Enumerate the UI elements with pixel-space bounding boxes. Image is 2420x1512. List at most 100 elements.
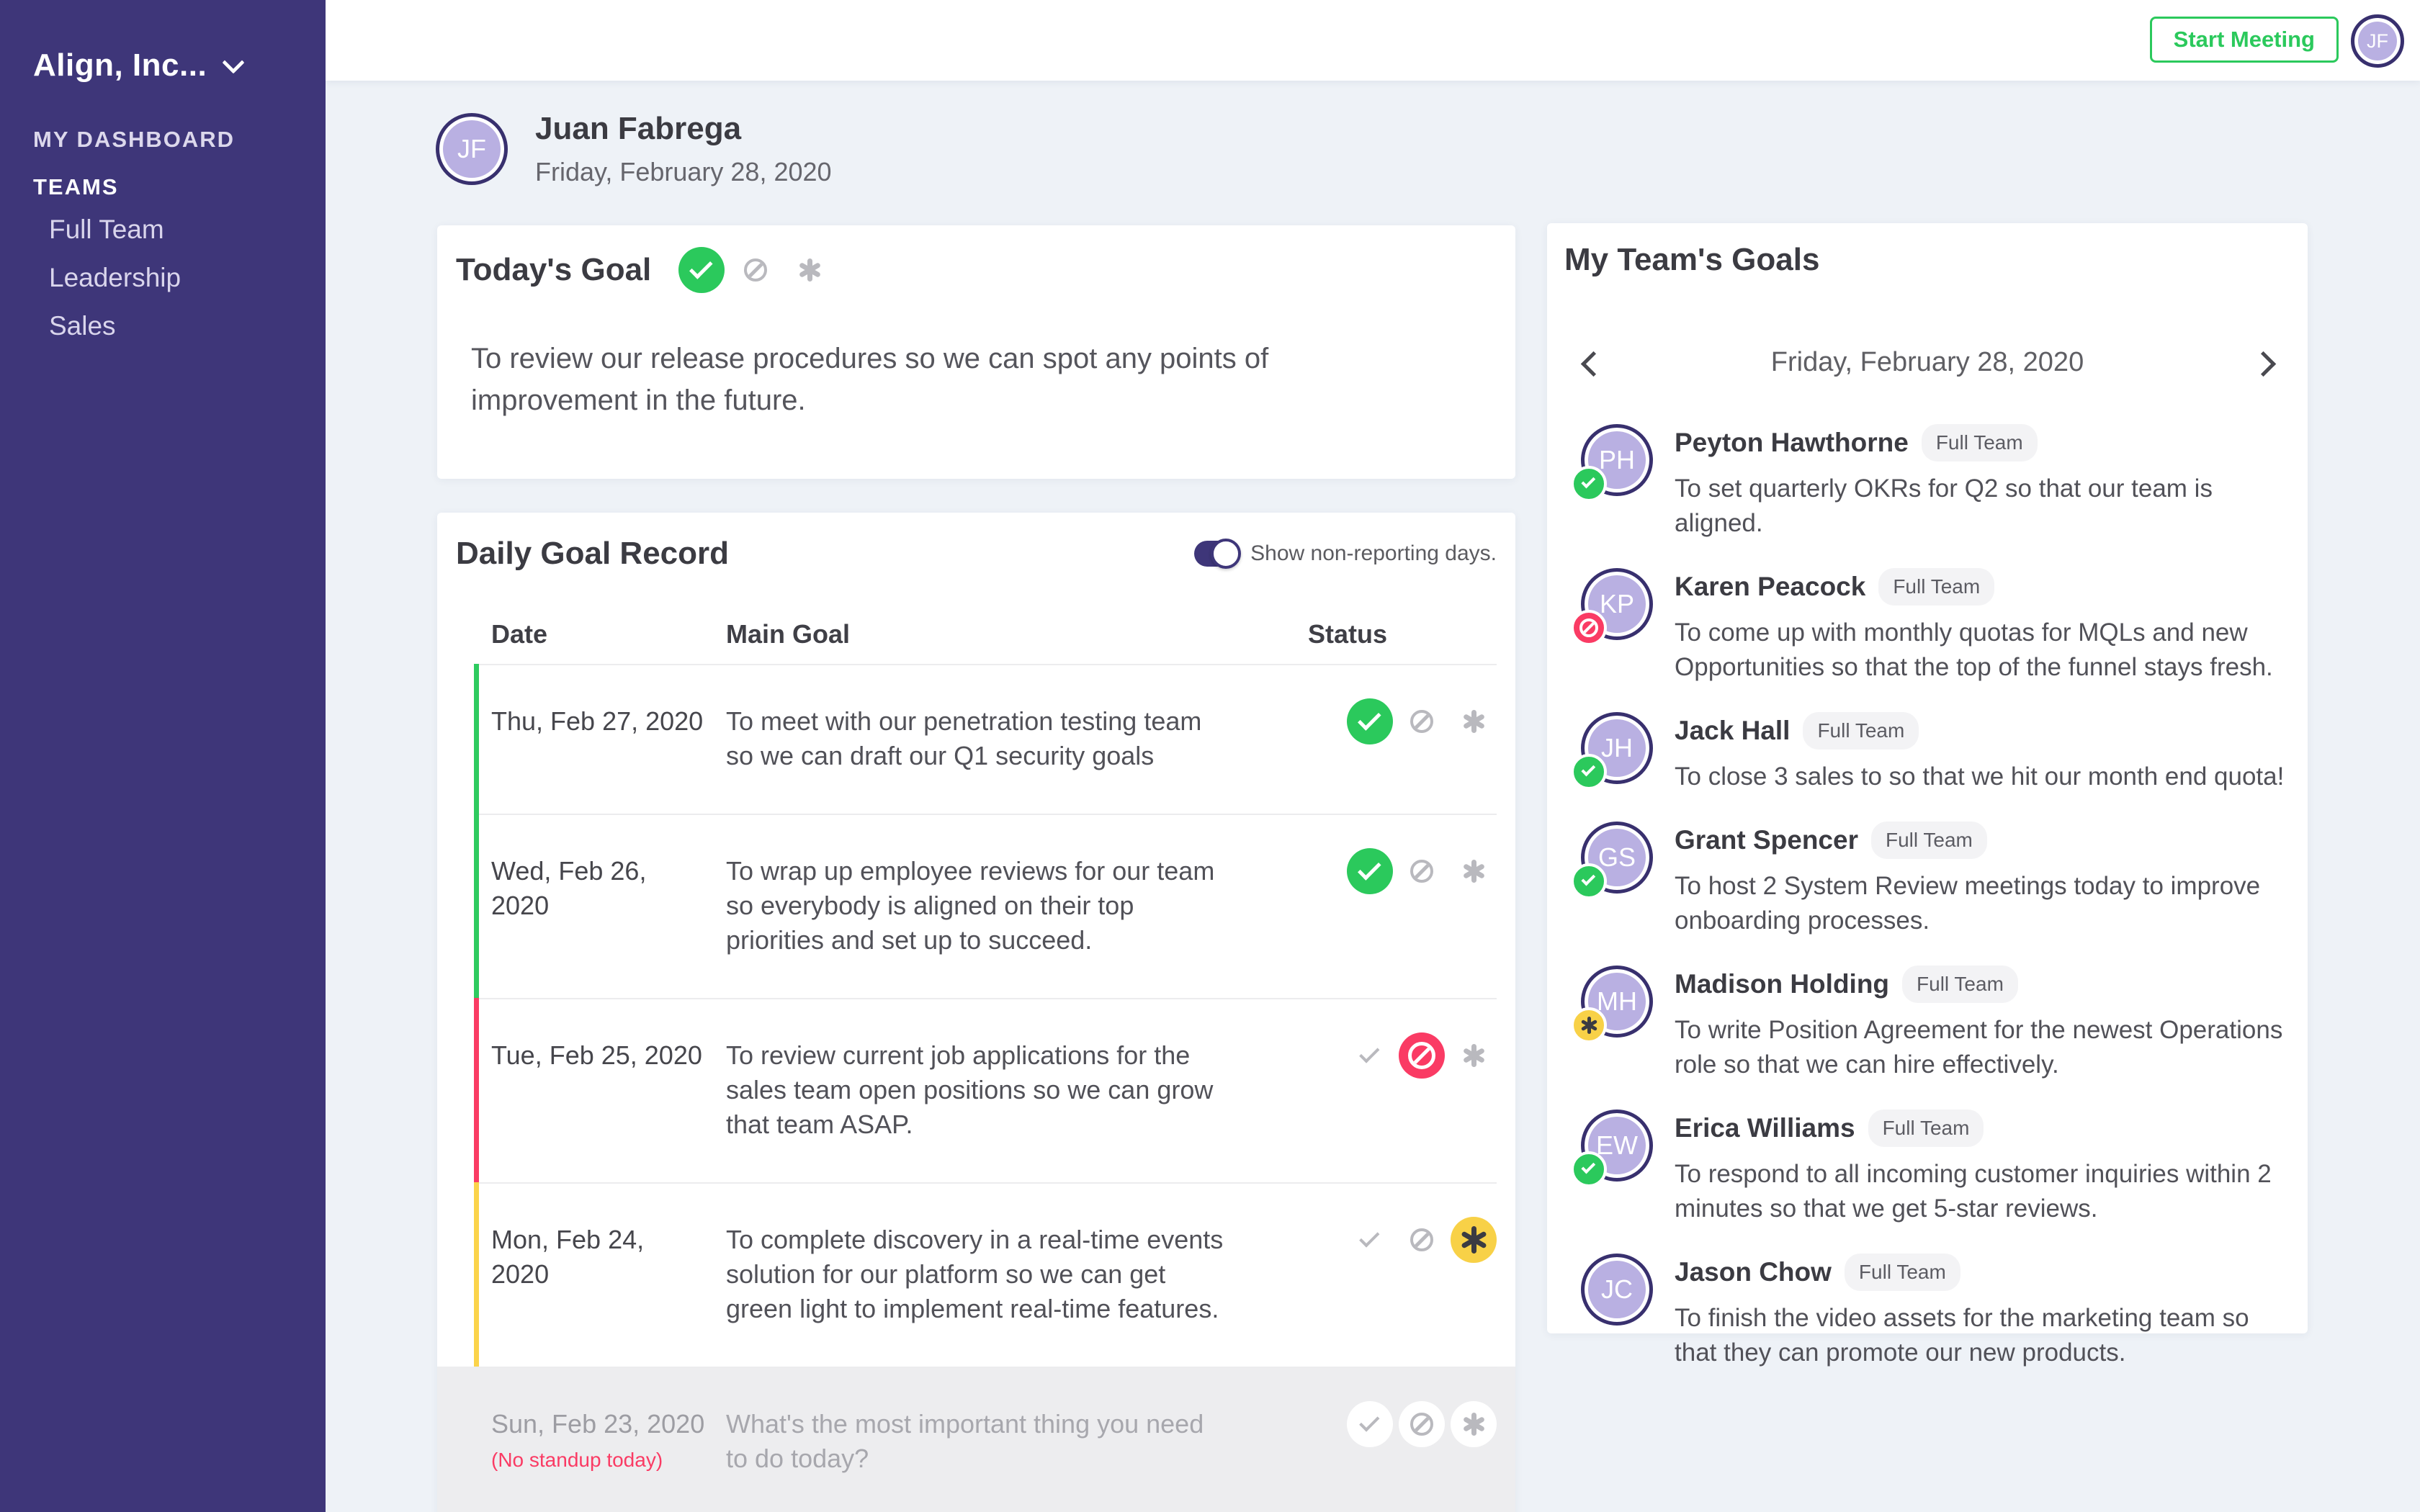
sidebar-item-leadership[interactable]: Leadership [49, 263, 182, 292]
sidebar-item-full-team[interactable]: Full Team [49, 215, 164, 244]
check-badge-icon [1571, 466, 1607, 502]
show-non-reporting-toggle[interactable] [1194, 539, 1242, 569]
date-navigation: Friday, February 28, 2020 [1564, 347, 2290, 378]
list-item: JH Jack Hall Full Team To close 3 sales … [1564, 712, 2290, 794]
status-not-done-button[interactable] [1399, 848, 1445, 894]
asterisk-icon [1462, 710, 1486, 733]
table-header-row: Date Main Goal Status [437, 619, 1515, 664]
column-header-status: Status [1308, 619, 1388, 649]
todays-goal-status-buttons [678, 247, 833, 293]
team-goals-date: Friday, February 28, 2020 [1770, 347, 2084, 377]
team-pill: Full Team [1870, 822, 1987, 859]
asterisk-icon [1462, 860, 1486, 883]
todays-goal-card: Today's Goal To review our release proce… [437, 225, 1515, 479]
status-done-button[interactable] [1347, 698, 1393, 744]
main-content: JF Juan Fabrega Friday, February 28, 202… [326, 81, 2420, 1512]
check-icon [678, 247, 725, 293]
check-icon [1347, 1401, 1393, 1447]
row-date: Wed, Feb 26, 2020 [491, 856, 647, 920]
status-partial-button[interactable] [1451, 848, 1497, 894]
member-goal: To host 2 System Review meetings today t… [1675, 872, 2261, 935]
team-pill: Full Team [1878, 568, 1995, 606]
column-header-main-goal: Main Goal [726, 619, 851, 649]
row-goal: To meet with our penetration testing tea… [726, 706, 1202, 770]
status-not-done-button[interactable] [732, 247, 779, 293]
row-goal: To complete discovery in a real-time eve… [726, 1225, 1224, 1323]
table-row: Thu, Feb 27, 2020 To meet with our penet… [437, 664, 1515, 814]
member-goal: To respond to all incoming customer inqu… [1675, 1160, 2272, 1223]
profile-header: JF Juan Fabrega Friday, February 28, 202… [436, 111, 832, 187]
status-partial-button[interactable] [1451, 1217, 1497, 1263]
member-name: Karen Peacock [1675, 572, 1866, 601]
list-item: GS Grant Spencer Full Team To host 2 Sys… [1564, 822, 2290, 938]
org-selector[interactable]: Align, Inc... [33, 48, 245, 84]
check-icon [1359, 1227, 1380, 1248]
member-name: Jason Chow [1675, 1257, 1832, 1287]
member-avatar: JC [1581, 1254, 1653, 1326]
team-goals-title: My Team's Goals [1564, 242, 1820, 277]
sidebar-item-sales[interactable]: Sales [49, 311, 116, 341]
toggle-knob [1211, 539, 1242, 569]
check-icon [1347, 848, 1393, 894]
team-member-list: PH Peyton Hawthorne Full Team To set qua… [1564, 424, 2290, 1398]
user-avatar[interactable]: JF [2351, 14, 2404, 68]
member-avatar: PH [1571, 424, 1653, 502]
status-not-done-button[interactable] [1399, 1217, 1445, 1263]
sidebar-teams-heading: TEAMS [33, 174, 119, 199]
sidebar-item-my-dashboard[interactable]: MY DASHBOARD [33, 127, 236, 152]
asterisk-badge-icon [1571, 1007, 1607, 1043]
status-not-done-button[interactable] [1399, 698, 1445, 744]
row-accent-done [474, 814, 479, 998]
status-done-button[interactable] [1347, 848, 1393, 894]
team-pill: Full Team [1921, 424, 2038, 462]
list-item: MH Madison Holding Full Team To write Po… [1564, 966, 2290, 1082]
row-date: Thu, Feb 27, 2020 [491, 706, 704, 736]
check-badge-icon [1571, 863, 1607, 899]
status-done-button[interactable] [678, 247, 725, 293]
asterisk-icon [1451, 1401, 1497, 1447]
member-avatar: KP [1571, 568, 1653, 646]
no-badge-icon [1571, 610, 1607, 646]
member-name: Madison Holding [1675, 969, 1890, 999]
status-done-button[interactable] [1347, 1032, 1393, 1079]
row-goal-placeholder: What's the most important thing you need… [726, 1409, 1204, 1473]
list-item: PH Peyton Hawthorne Full Team To set qua… [1564, 424, 2290, 541]
previous-day-button[interactable] [1582, 352, 1603, 374]
org-name: Align, Inc... [33, 48, 207, 83]
row-date: Sun, Feb 23, 2020 (No standup today) [491, 1407, 707, 1475]
no-icon [1399, 1401, 1445, 1447]
table-row: Tue, Feb 25, 2020 To review current job … [437, 998, 1515, 1182]
no-icon [1410, 1228, 1433, 1251]
column-header-date: Date [491, 619, 548, 649]
team-pill: Full Team [1868, 1110, 1984, 1147]
row-status-buttons [1347, 698, 1497, 744]
check-icon [1347, 698, 1393, 744]
status-partial-button[interactable] [1451, 698, 1497, 744]
row-goal: To wrap up employee reviews for our team… [726, 856, 1215, 955]
status-partial-button[interactable] [1451, 1032, 1497, 1079]
sidebar: Align, Inc... MY DASHBOARD TEAMS Full Te… [0, 0, 326, 1512]
row-accent-partial [474, 1182, 479, 1367]
check-badge-icon [1571, 1151, 1607, 1187]
status-not-done-button[interactable] [1399, 1032, 1445, 1079]
toggle-label: Show non-reporting days. [1250, 541, 1497, 565]
row-accent-not-done [474, 998, 479, 1182]
daily-goal-record-card: Daily Goal Record Show non-reporting day… [437, 513, 1515, 1512]
next-day-button[interactable] [2251, 352, 2273, 374]
member-goal: To finish the video assets for the marke… [1675, 1304, 2249, 1367]
row-date: Tue, Feb 25, 2020 [491, 1040, 702, 1070]
status-partial-button[interactable] [1451, 1401, 1497, 1447]
member-name: Peyton Hawthorne [1675, 428, 1909, 457]
profile-name: Juan Fabrega [535, 111, 742, 146]
status-done-button[interactable] [1347, 1401, 1393, 1447]
no-icon [1410, 860, 1433, 883]
member-avatar: JH [1571, 712, 1653, 790]
member-avatar: EW [1571, 1110, 1653, 1187]
sidebar-team-list: Full Team Leadership Sales [49, 210, 181, 355]
status-partial-button[interactable] [786, 247, 833, 293]
status-not-done-button[interactable] [1399, 1401, 1445, 1447]
start-meeting-button[interactable]: Start Meeting [2149, 17, 2339, 63]
row-status-buttons [1347, 1217, 1497, 1263]
check-icon [1359, 1043, 1380, 1063]
status-done-button[interactable] [1347, 1217, 1393, 1263]
